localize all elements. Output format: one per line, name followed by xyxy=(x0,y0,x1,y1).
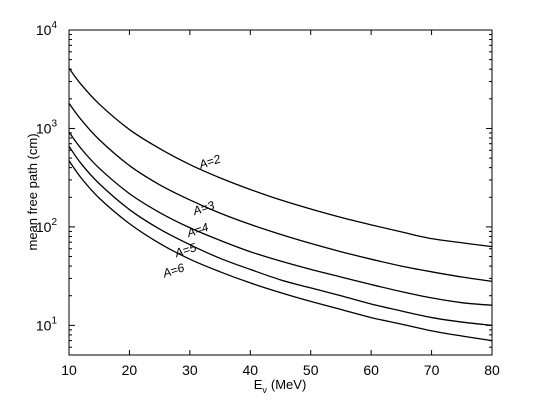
x-ticks-layer: 10 20 30 40 50 60 70 80 xyxy=(61,30,500,378)
x-tick-label: 80 xyxy=(484,362,500,378)
curve-label: A=6 xyxy=(160,260,186,280)
y-tick-label: 103 xyxy=(36,118,58,136)
curve-label: A=2 xyxy=(196,152,222,172)
y-tick-label: 102 xyxy=(36,217,58,235)
series-line-a-2 xyxy=(68,67,493,248)
x-axis-title-subscript: ν xyxy=(262,385,267,395)
x-axis-title-main: E xyxy=(254,377,263,392)
x-tick-label: 70 xyxy=(424,362,440,378)
curve-label: A=5 xyxy=(172,240,198,260)
x-tick-label: 30 xyxy=(182,362,198,378)
curves-layer xyxy=(68,67,493,342)
x-tick-label: 50 xyxy=(303,362,319,378)
plot-frame xyxy=(68,29,493,356)
x-tick-label: 60 xyxy=(363,362,379,378)
series-line-a-5 xyxy=(68,145,493,327)
curve-label: A=4 xyxy=(184,220,210,240)
series-line-a-6 xyxy=(68,160,493,342)
x-tick-label: 40 xyxy=(242,362,258,378)
y-tick-label: 104 xyxy=(36,20,58,38)
x-axis-title-unit: (MeV) xyxy=(271,377,306,392)
curve-label: A=3 xyxy=(190,198,216,218)
y-ticks-layer: 101 102 103 104 xyxy=(36,20,492,356)
x-axis-title: Eν (MeV) xyxy=(254,377,307,395)
series-line-a-3 xyxy=(68,102,493,282)
x-tick-label: 10 xyxy=(61,362,77,378)
y-tick-label: 101 xyxy=(36,315,58,333)
curve-labels-layer: A=2 A=3A=4A=5A=6 xyxy=(160,152,222,281)
series-line-a-4 xyxy=(68,131,493,306)
y-axis-title: mean free path (cm) xyxy=(25,133,40,250)
x-tick-label: 20 xyxy=(122,362,138,378)
